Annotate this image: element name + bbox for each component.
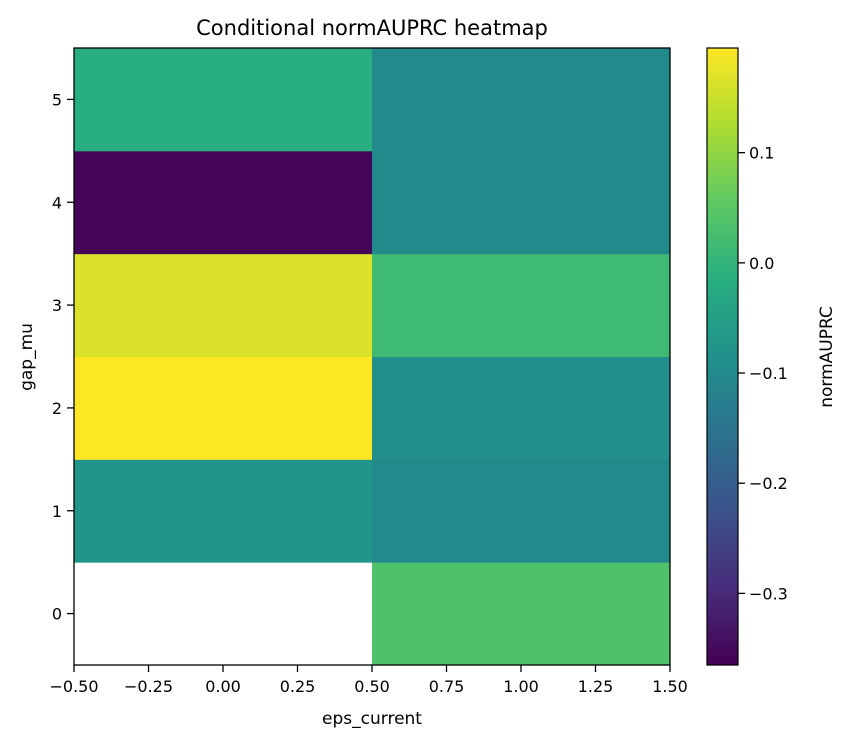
x-tick-label: 1.00 (503, 677, 539, 696)
colorbar-tick-label: −0.3 (749, 584, 788, 603)
x-tick-label: 0.25 (280, 677, 316, 696)
heatmap-cell (372, 356, 671, 460)
y-axis-ticks: 0 1 2 3 4 5 (52, 90, 74, 624)
heatmap-cell (74, 356, 373, 460)
x-tick-label: 1.25 (578, 677, 614, 696)
y-tick-label: 3 (52, 296, 62, 315)
y-tick-label: 1 (52, 502, 62, 521)
heatmap-cell (372, 48, 671, 152)
colorbar-tick-label: 0.1 (749, 144, 774, 163)
x-tick-label: 1.50 (652, 677, 688, 696)
x-axis-label: eps_current (322, 709, 422, 729)
heatmap-cells (74, 48, 671, 666)
heatmap-cell (372, 459, 671, 563)
y-axis-label: gap_mu (17, 323, 37, 391)
colorbar-ticks: 0.1 0.0 −0.1 −0.2 −0.3 (738, 144, 788, 603)
heatmap-cell (74, 253, 373, 357)
heatmap-cell (74, 459, 373, 563)
heatmap-cell (372, 562, 671, 666)
x-tick-label: 0.75 (429, 677, 465, 696)
x-tick-label: −0.50 (49, 677, 98, 696)
y-tick-label: 5 (52, 90, 62, 109)
heatmap-cell (74, 48, 373, 152)
colorbar-tick-label: 0.0 (749, 254, 774, 273)
x-axis-ticks: −0.50 −0.25 0.00 0.25 0.50 0.75 1.00 1.25 1.50 (49, 665, 688, 696)
colorbar-tick-label: −0.2 (749, 474, 788, 493)
colorbar-label: normAUPRC (817, 306, 837, 408)
chart-title: Conditional normAUPRC heatmap (196, 16, 548, 40)
y-tick-label: 2 (52, 399, 62, 418)
x-tick-label: 0.00 (205, 677, 241, 696)
y-tick-label: 0 (52, 605, 62, 624)
heatmap-cell (372, 150, 671, 255)
heatmap-cell (74, 150, 373, 255)
y-tick-label: 4 (52, 193, 62, 212)
colorbar-tick-label: −0.1 (749, 364, 788, 383)
x-tick-label: 0.50 (354, 677, 390, 696)
x-tick-label: −0.25 (124, 677, 173, 696)
heatmap-cell (372, 253, 671, 357)
colorbar (706, 47, 739, 666)
